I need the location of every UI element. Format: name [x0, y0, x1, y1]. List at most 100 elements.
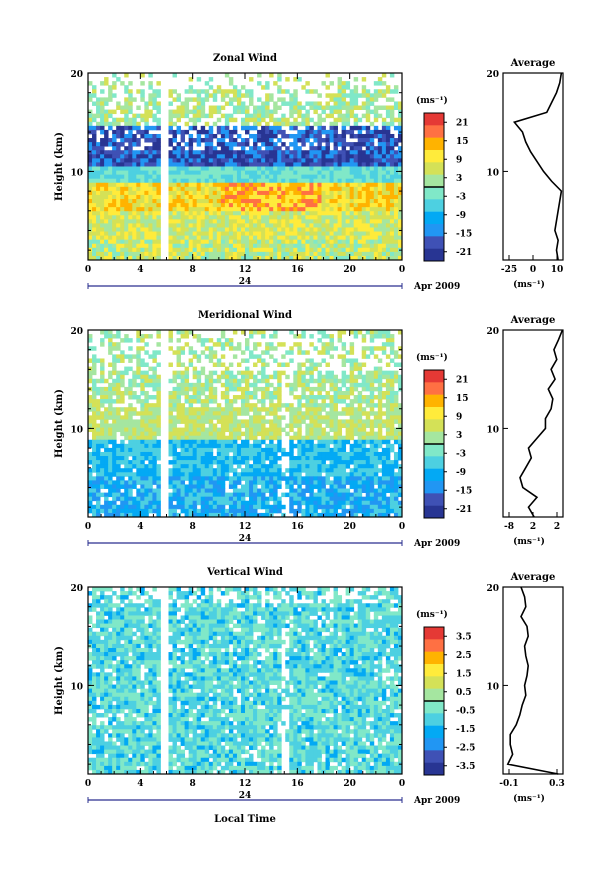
colorbar-tick-label: 3 — [456, 431, 462, 441]
x-tick-label: 12 — [239, 522, 252, 532]
colorbar-tick-label: -1.5 — [456, 725, 475, 735]
panel-title: Zonal Wind — [213, 53, 277, 64]
colorbar-segment — [424, 113, 444, 126]
colorbar-segment — [424, 676, 444, 689]
x-tick-label: 16 — [291, 522, 304, 532]
colorbar-tick-label: 0.5 — [456, 688, 472, 698]
colorbar-segment — [424, 444, 444, 457]
y-tick-label: 10 — [70, 425, 83, 435]
profile-x-tick-label: 0.3 — [549, 779, 565, 789]
profile-x-tick-label: -8 — [504, 522, 514, 532]
x-tick-label: 4 — [137, 522, 143, 532]
colorbar-tick-label: -9 — [456, 468, 466, 478]
colorbar-tick-label: 21 — [456, 375, 469, 385]
profile-title: Average — [510, 315, 556, 326]
profile-line — [519, 329, 564, 518]
colorbar-tick-label: -9 — [456, 211, 466, 221]
panel-1: Zonal Wind 0 4 8 12 16 20 0 10 20 Height (km) 24 Apr… — [54, 53, 564, 292]
colorbar-tick-label: 9 — [456, 155, 462, 165]
colorbar-segment — [424, 174, 444, 188]
heatmap-field — [88, 330, 403, 518]
panel-title: Vertical Wind — [206, 567, 283, 578]
colorbar-tick-label: 3.5 — [456, 632, 472, 642]
colorbar-segment — [424, 750, 444, 763]
colorbar-segment — [424, 419, 444, 432]
date-label: Apr 2009 — [413, 796, 460, 806]
profile-y-tick-label: 10 — [486, 425, 499, 435]
colorbar-segment — [424, 187, 444, 200]
colorbar-tick-label: -3 — [456, 449, 466, 459]
profile-x-tick-label: 10 — [551, 265, 564, 275]
colorbar-tick-label: 9 — [456, 412, 462, 422]
x-tick-label: 4 — [137, 265, 143, 275]
colorbar-tick-label: -0.5 — [456, 706, 475, 716]
date-label: Apr 2009 — [413, 282, 460, 292]
profile-x-tick-label: -0.1 — [499, 779, 518, 789]
y-tick-label: 20 — [70, 327, 83, 337]
profile-y-tick-label: 20 — [486, 584, 499, 594]
colorbar-unit: (ms⁻¹) — [416, 95, 448, 106]
colorbar-segment — [424, 382, 444, 395]
colorbar-tick-label: -2.5 — [456, 743, 475, 753]
heatmap-field — [88, 73, 403, 261]
y-axis-label: Height (km) — [54, 132, 65, 201]
y-tick-label: 10 — [70, 682, 83, 692]
colorbar-segment — [424, 713, 444, 726]
colorbar-segment — [424, 701, 444, 714]
panel-title: Meridional Wind — [198, 310, 292, 321]
colorbar-segment — [424, 162, 444, 175]
panel-3: Vertical Wind 0 4 8 12 16 20 0 10 20 Height (km) 24… — [54, 567, 565, 806]
x-tick-label: 12 — [239, 265, 252, 275]
colorbar-segment — [424, 394, 444, 408]
y-axis-label: Height (km) — [54, 646, 65, 715]
colorbar-segment — [424, 456, 444, 469]
colorbar-tick-label: -15 — [456, 229, 472, 239]
profile-x-tick-label: -25 — [501, 265, 517, 275]
profile-frame — [502, 586, 564, 775]
colorbar-tick-label: 2.5 — [456, 651, 472, 661]
colorbar-segment — [424, 211, 444, 225]
colorbar-segment — [424, 407, 444, 420]
colorbar-segment — [424, 236, 444, 249]
colorbar-segment — [424, 248, 444, 262]
colorbar-segment — [424, 627, 444, 640]
colorbar-segment — [424, 224, 444, 237]
colorbar-segment — [424, 370, 444, 383]
day-label: 24 — [239, 791, 252, 801]
y-tick-label: 20 — [70, 70, 83, 80]
profile-y-tick-label: 10 — [486, 168, 499, 178]
x-tick-label: 8 — [190, 779, 196, 789]
profile-unit: (ms⁻¹) — [513, 279, 545, 290]
colorbar-tick-label: -21 — [456, 505, 472, 515]
profile-line — [512, 72, 563, 261]
profile-x-tick-label: 2 — [554, 522, 560, 532]
colorbar-tick-label: 15 — [456, 394, 469, 404]
colorbar-tick-label: 3 — [456, 174, 462, 184]
profile-y-tick-label: 20 — [486, 327, 499, 337]
x-tick-label: 0 — [399, 265, 405, 275]
x-tick-label: 0 — [85, 265, 91, 275]
y-axis-label: Height (km) — [54, 389, 65, 458]
colorbar-segment — [424, 137, 444, 151]
colorbar-tick-label: -3 — [456, 192, 466, 202]
x-tick-label: 20 — [343, 522, 356, 532]
profile-frame — [502, 72, 564, 261]
profile-x-tick-label: 2 — [530, 522, 536, 532]
colorbar-segment — [424, 493, 444, 506]
profile-unit: (ms⁻¹) — [513, 536, 545, 547]
profile-x-tick-label: 0 — [530, 265, 536, 275]
x-tick-label: 20 — [343, 265, 356, 275]
x-axis-label: Local Time — [214, 814, 276, 825]
colorbar-segment — [424, 725, 444, 739]
colorbar-segment — [424, 651, 444, 665]
colorbar-segment — [424, 505, 444, 519]
profile-title: Average — [510, 572, 556, 583]
x-tick-label: 20 — [343, 779, 356, 789]
day-label: 24 — [239, 277, 252, 287]
date-label: Apr 2009 — [413, 539, 460, 549]
profile-y-tick-label: 10 — [486, 682, 499, 692]
colorbar-segment — [424, 762, 444, 776]
colorbar-segment — [424, 688, 444, 702]
x-tick-label: 0 — [399, 522, 405, 532]
